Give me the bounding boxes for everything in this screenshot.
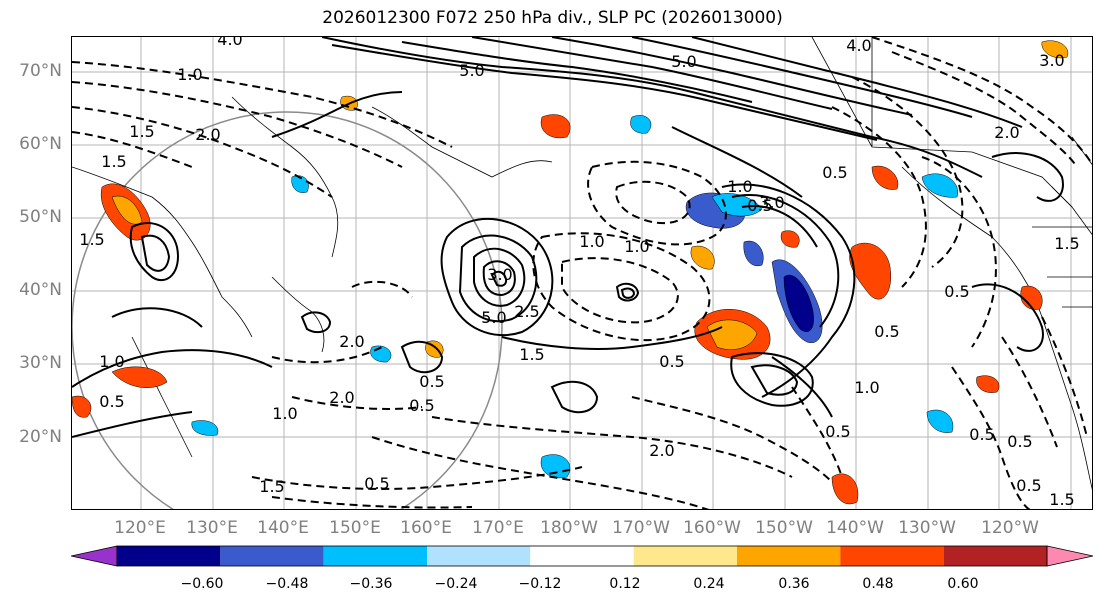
lon-label-130w: 130°W (898, 518, 956, 538)
colorbar-tick: 0.48 (862, 576, 894, 592)
colorbar-segment (323, 546, 427, 566)
contour-label: 1.0 (727, 177, 752, 196)
contour-label: 1.5 (101, 152, 126, 171)
chart-title: 2026012300 F072 250 hPa div., SLP PC (20… (322, 8, 783, 28)
contour-label: 4.0 (846, 37, 871, 55)
contour-label: 0.5 (944, 282, 969, 301)
contour-label: 1.5 (1054, 234, 1079, 253)
contour-label: 0.5 (969, 425, 994, 444)
lon-label-140w: 140°W (826, 518, 884, 538)
lat-label-30n: 30°N (19, 353, 62, 373)
map-canvas: 4.0 1.0 1.5 2.0 2.0 1.0 2.0 0.5 2.0 0.5 … (72, 37, 1092, 509)
contour-label: 5.0 (481, 308, 506, 327)
colorbar-tick: −0.48 (265, 576, 309, 592)
contour-label: 0.5 (409, 396, 434, 415)
contour-label: 3.0 (1039, 51, 1064, 70)
lat-label-60n: 60°N (19, 134, 62, 154)
contour-label: 4.0 (217, 37, 242, 49)
colorbar-extend-max (1046, 545, 1094, 567)
contour-label: 0.5 (659, 352, 684, 371)
colorbar-segment (220, 546, 324, 566)
lon-label-170e: 170°E (472, 518, 524, 538)
contour-label: 0.5 (747, 196, 772, 215)
contour-label: 1.0 (579, 232, 604, 251)
contour-label: 1.0 (624, 237, 649, 256)
lon-label-120e: 120°E (114, 518, 166, 538)
lon-label-150w: 150°W (755, 518, 813, 538)
lon-label-120w: 120°W (981, 518, 1039, 538)
contour-label: 0.5 (1007, 432, 1032, 451)
contour-label: 5.0 (671, 52, 696, 71)
contour-label: 1.5 (1049, 490, 1074, 509)
colorbar-tick: −0.24 (434, 576, 478, 592)
lat-label-70n: 70°N (19, 61, 62, 81)
lat-label-40n: 40°N (19, 280, 62, 300)
colorbar-segment (943, 546, 1047, 566)
graticule (72, 37, 1092, 509)
contour-label: 0.5 (364, 474, 389, 493)
slp-negative-contours (72, 37, 1092, 509)
contour-label: 2.0 (649, 441, 674, 460)
lon-label-140e: 140°E (257, 518, 309, 538)
lon-label-130e: 130°E (186, 518, 238, 538)
lon-label-150e: 150°E (329, 518, 381, 538)
lon-label-160w: 160°W (683, 518, 741, 538)
contour-label: 1.0 (854, 378, 879, 397)
coastlines (72, 37, 1092, 491)
colorbar-segment (840, 546, 944, 566)
colorbar-segment (117, 546, 221, 566)
contour-label: 2.0 (994, 123, 1019, 142)
lat-label-50n: 50°N (19, 207, 62, 227)
contour-labels-negative: 4.0 1.0 1.5 2.0 2.0 1.0 2.0 0.5 2.0 0.5 … (129, 37, 1079, 495)
contour-label: 0.5 (874, 322, 899, 341)
contour-label: 2.5 (514, 302, 539, 321)
colorbar-extend-min (71, 545, 118, 567)
lat-label-20n: 20°N (19, 427, 62, 447)
contour-label: 1.0 (272, 404, 297, 423)
contour-label: 1.5 (519, 345, 544, 364)
colorbar-tick: 0.60 (947, 576, 979, 592)
colorbar-segments (71, 545, 1094, 567)
contour-label: 0.5 (419, 372, 444, 391)
colorbar-frame (116, 545, 1048, 567)
contour-label: 2.0 (329, 388, 354, 407)
colorbar-tick: 0.36 (778, 576, 810, 592)
contour-label: 0.5 (822, 163, 847, 182)
contour-label: 1.5 (259, 477, 284, 496)
colorbar-tick: 0.12 (609, 576, 641, 592)
contour-label: 2.0 (339, 332, 364, 351)
colorbar-tick: 0.24 (693, 576, 725, 592)
range-circle (72, 111, 503, 509)
contour-label: 3.0 (759, 193, 784, 212)
colorbar-segment (633, 546, 737, 566)
colorbar-segment (530, 546, 634, 566)
colorbar-tick: −0.12 (518, 576, 562, 592)
contour-labels-positive: 5.0 3.0 1.5 1.0 0.5 0.5 1.5 1.5 1.0 0.5 … (79, 152, 1074, 509)
contour-label: 1.5 (129, 122, 154, 141)
contour-label: 0.5 (99, 392, 124, 411)
colorbar-tick: −0.60 (180, 576, 224, 592)
colorbar-segment (427, 546, 531, 566)
colorbar-segment (737, 546, 841, 566)
contour-label: 0.5 (825, 422, 850, 441)
contour-label: 1.0 (177, 65, 202, 84)
slp-positive-contours (72, 37, 1064, 438)
contour-label: 5.0 (459, 61, 484, 80)
colorbar (71, 545, 1094, 567)
contour-label: 1.0 (99, 352, 124, 371)
lon-label-160e: 160°E (400, 518, 452, 538)
lon-label-170w: 170°W (612, 518, 670, 538)
contour-label: 1.5 (79, 230, 104, 249)
map-panel: 4.0 1.0 1.5 2.0 2.0 1.0 2.0 0.5 2.0 0.5 … (71, 36, 1093, 510)
lon-label-180w: 180°W (540, 518, 598, 538)
colorbar-tick: −0.36 (349, 576, 393, 592)
contour-label: 3.0 (487, 265, 512, 284)
contour-label: 0.5 (1016, 476, 1041, 495)
contour-label: 2.0 (195, 125, 220, 144)
